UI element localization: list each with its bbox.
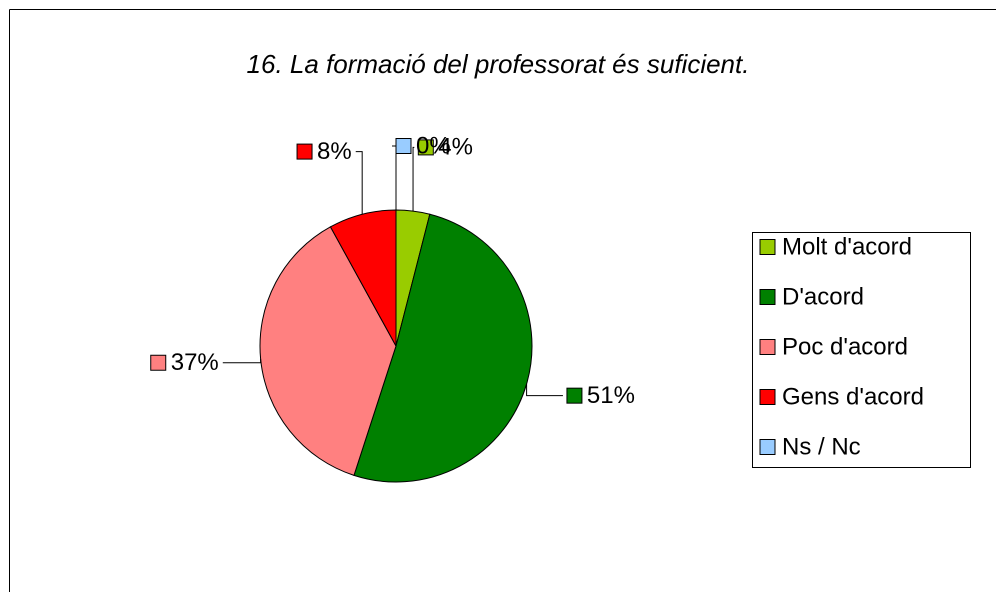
label-swatch bbox=[566, 387, 583, 404]
leader-line bbox=[355, 151, 363, 215]
legend-label: Molt d'acord bbox=[782, 233, 912, 260]
legend-label: Poc d'acord bbox=[782, 333, 908, 360]
legend-label: Ns / Nc bbox=[782, 433, 861, 460]
label-swatch bbox=[395, 138, 412, 154]
label-swatch bbox=[296, 143, 313, 160]
data-label: 51% bbox=[587, 382, 635, 409]
legend-swatch bbox=[759, 339, 776, 355]
leader-line bbox=[222, 358, 262, 364]
data-label: 0% bbox=[416, 132, 451, 159]
legend-label: D'acord bbox=[782, 283, 864, 310]
legend-swatch bbox=[759, 289, 776, 305]
leader-line bbox=[526, 383, 563, 397]
legend-box bbox=[752, 232, 971, 468]
legend-swatch bbox=[759, 439, 776, 455]
label-swatch bbox=[417, 139, 434, 156]
leader-line bbox=[392, 145, 397, 210]
legend-label: Gens d'acord bbox=[782, 383, 924, 410]
data-label: 4% bbox=[438, 134, 473, 161]
chart-title: 16. La formació del professorat és sufic… bbox=[247, 49, 750, 79]
leader-line bbox=[412, 146, 415, 212]
legend-swatch bbox=[759, 389, 776, 405]
legend-swatch bbox=[759, 239, 776, 255]
pie-slice bbox=[353, 213, 533, 483]
pie-slice bbox=[259, 226, 397, 476]
label-swatch bbox=[150, 354, 167, 371]
data-label: 8% bbox=[317, 138, 352, 165]
data-label: 37% bbox=[171, 349, 219, 376]
